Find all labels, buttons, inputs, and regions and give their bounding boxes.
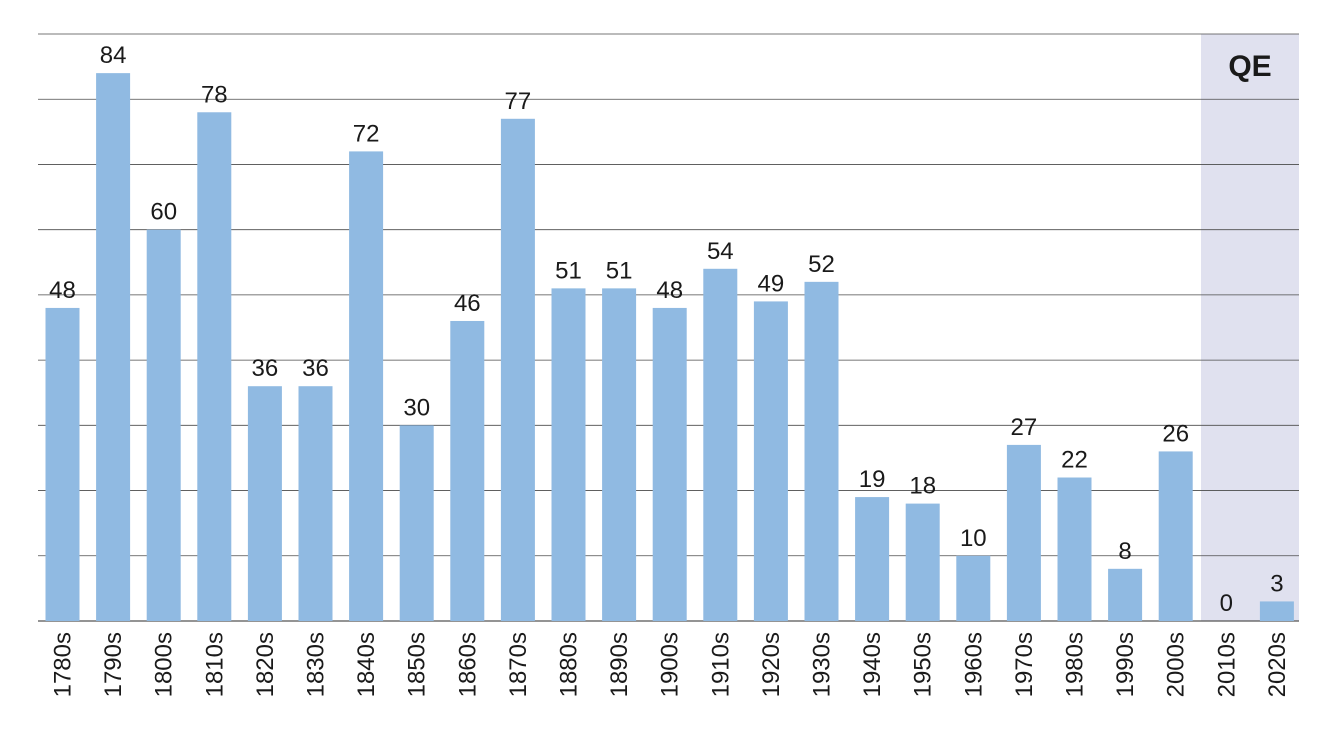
value-label-1930s: 52 [808, 251, 835, 278]
bar-1880s [551, 288, 586, 621]
tick-label-1940s: 1940s [859, 632, 886, 697]
tick-label-1970s: 1970s [1011, 632, 1038, 697]
value-label-1860s: 46 [454, 290, 481, 317]
value-label-1880s: 51 [555, 257, 582, 284]
tick-label-1920s: 1920s [758, 632, 785, 697]
x-tick-labels: 1780s 1790s 1800s 1810s 1820s 1830s 1840s 1850s… [50, 632, 1291, 697]
bar-1970s [1006, 444, 1041, 621]
qe-label: QE [1228, 50, 1271, 83]
tick-label-1890s: 1890s [606, 632, 633, 697]
value-label-1940s: 19 [859, 466, 886, 493]
tick-label-1990s: 1990s [1112, 632, 1139, 697]
value-label-1820s: 36 [252, 355, 279, 382]
bar-1900s [652, 307, 687, 621]
tick-label-1900s: 1900s [657, 632, 684, 697]
bar-1980s [1057, 477, 1092, 621]
bar-1840s [349, 151, 384, 621]
bar-1950s [905, 503, 940, 621]
value-label-1870s: 77 [505, 88, 532, 115]
tick-label-2010s: 2010s [1213, 632, 1240, 697]
bar-1990s [1108, 568, 1143, 621]
tick-label-2020s: 2020s [1264, 632, 1291, 697]
tick-label-1880s: 1880s [556, 632, 583, 697]
tick-label-2000s: 2000s [1163, 632, 1190, 697]
bar-1860s [450, 320, 485, 621]
bar-2020s [1259, 601, 1294, 621]
value-label-2000s: 26 [1162, 420, 1189, 447]
bar-1820s [247, 386, 282, 621]
tick-label-1800s: 1800s [151, 632, 178, 697]
tick-label-1820s: 1820s [252, 632, 279, 697]
tick-label-1860s: 1860s [454, 632, 481, 697]
value-label-2020s: 3 [1270, 570, 1283, 597]
bar-1920s [753, 301, 788, 621]
value-label-1970s: 27 [1011, 414, 1038, 441]
value-label-1780s: 48 [49, 277, 76, 304]
tick-label-1840s: 1840s [353, 632, 380, 697]
value-label-1910s: 54 [707, 238, 734, 265]
value-label-2010s: 0 [1220, 590, 1233, 617]
tick-label-1910s: 1910s [707, 632, 734, 697]
bar-1940s [855, 497, 890, 621]
bar-1850s [399, 425, 434, 621]
value-label-1800s: 60 [150, 199, 177, 226]
bar-1890s [602, 288, 637, 621]
tick-label-1980s: 1980s [1062, 632, 1089, 697]
bar-1910s [703, 268, 738, 621]
bars [45, 73, 1294, 622]
tick-label-1780s: 1780s [50, 632, 77, 697]
tick-label-1830s: 1830s [303, 632, 330, 697]
value-label-1810s: 78 [201, 81, 228, 108]
bar-1810s [197, 112, 232, 622]
bar-1960s [956, 555, 991, 621]
tick-label-1870s: 1870s [505, 632, 532, 697]
bar-1800s [146, 229, 181, 621]
tick-label-1810s: 1810s [201, 632, 228, 697]
bar-1870s [500, 118, 535, 622]
value-label-1920s: 49 [758, 270, 785, 297]
bar-1930s [804, 281, 839, 621]
bar-1830s [298, 386, 333, 621]
value-label-1950s: 18 [909, 473, 936, 500]
value-label-1830s: 36 [302, 355, 329, 382]
value-label-1790s: 84 [100, 42, 127, 69]
tick-label-1850s: 1850s [404, 632, 431, 697]
value-label-1990s: 8 [1118, 538, 1131, 565]
bar-1790s [96, 73, 131, 622]
bar-1780s [45, 307, 80, 621]
value-label-1960s: 10 [960, 525, 987, 552]
value-label-1890s: 51 [606, 257, 633, 284]
value-label-1850s: 30 [403, 394, 430, 421]
tick-label-1930s: 1930s [809, 632, 836, 697]
bar-2000s [1158, 451, 1193, 621]
tick-label-1790s: 1790s [100, 632, 127, 697]
value-label-1900s: 48 [656, 277, 683, 304]
value-label-1840s: 72 [353, 120, 380, 147]
tick-label-1960s: 1960s [960, 632, 987, 697]
tick-label-1950s: 1950s [910, 632, 937, 697]
value-label-1980s: 22 [1061, 447, 1088, 474]
qe-shading [1201, 34, 1299, 621]
